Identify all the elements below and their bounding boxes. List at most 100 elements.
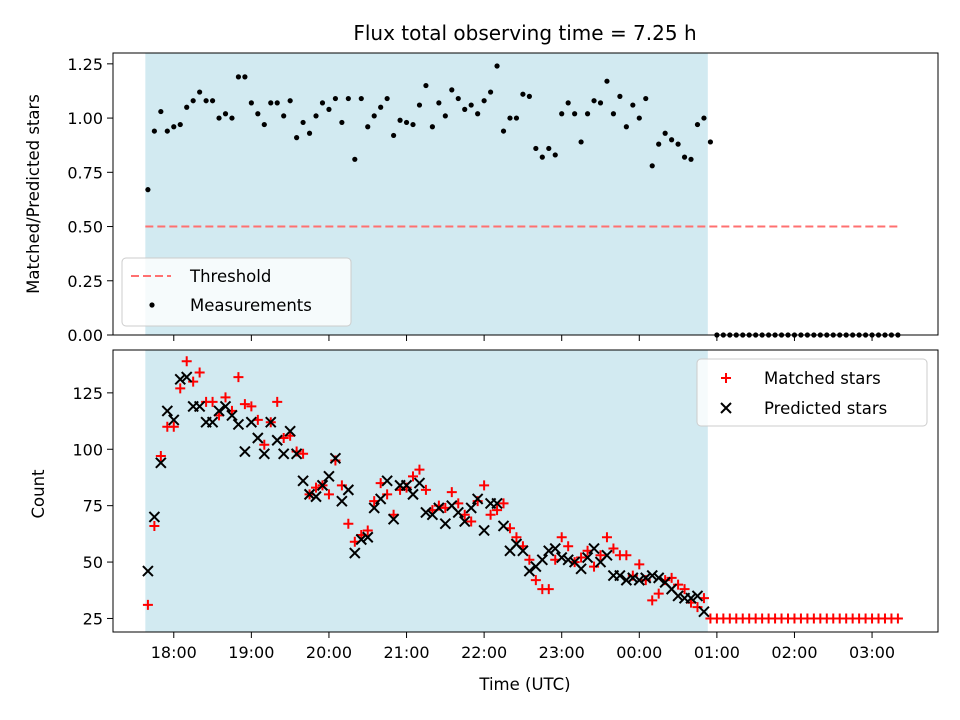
matched-star-point (595, 550, 606, 561)
matched-star-point (175, 383, 186, 394)
matched-star-point (181, 356, 192, 367)
measurement-point (669, 137, 675, 143)
measurement-point (391, 132, 397, 139)
matched-star-point (524, 554, 535, 565)
predicted-star-point (362, 531, 374, 543)
measurement-point (694, 121, 701, 128)
matched-star-point (323, 489, 334, 500)
measurement-point (475, 111, 481, 117)
measurement-point (281, 113, 287, 119)
measurement-point (520, 91, 526, 97)
matched-star-point (634, 559, 645, 570)
matched-star-point (149, 520, 160, 531)
measurement-point (707, 139, 714, 145)
predicted-star-point (323, 470, 335, 483)
measurement-point (294, 135, 300, 141)
count-legend: Matched stars Predicted stars (696, 358, 928, 427)
predicted-star-point (685, 592, 697, 604)
measurement-point (158, 108, 164, 115)
measurement-point (287, 98, 293, 104)
predicted-star-point (381, 475, 393, 487)
measurement-point (649, 163, 655, 169)
measurement-point (591, 98, 597, 104)
x-tick-label: 03:00 (849, 643, 895, 662)
measurement-point (526, 93, 532, 99)
measurement-point (171, 124, 177, 130)
predicted-star-point (387, 513, 400, 525)
measurement-point (675, 141, 681, 147)
predicted-star-point (413, 477, 426, 489)
measurement-point (365, 124, 371, 130)
matched-star-point (563, 541, 574, 552)
count-panel: 25 50 75 100 125 18:00 19:00 20:00 21:00 22:00 23:… (72, 349, 939, 662)
x-tick-label: 19:00 (228, 643, 274, 662)
measurement-point (306, 130, 313, 136)
predicted-star-point (219, 400, 232, 413)
predicted-star-point (698, 605, 710, 618)
predicted-star-point (581, 551, 594, 564)
measurement-point (584, 111, 591, 117)
measurement-point (688, 156, 694, 162)
legend-threshold-label: Threshold (189, 267, 271, 286)
predicted-star-point (336, 495, 348, 507)
predicted-star-point (310, 490, 322, 503)
predicted-star-point (245, 416, 258, 428)
x-tick-label: 01:00 (694, 643, 740, 662)
predicted-star-point (400, 479, 413, 492)
measurement-point (449, 87, 455, 93)
predicted-star-point (142, 565, 154, 577)
predicted-star-point (523, 565, 536, 577)
matched-star-point (155, 451, 166, 462)
predicted-star-point (691, 590, 704, 602)
predicted-star-point (271, 434, 283, 446)
ratio-y-tick-label: 0.00 (67, 326, 103, 345)
predicted-star-point (213, 405, 225, 417)
measurement-point (681, 154, 688, 160)
legend-matched-swatch (721, 373, 731, 383)
measurement-point (662, 130, 668, 136)
matched-star-point (530, 575, 541, 586)
measurement-point (403, 119, 410, 126)
measurement-point (494, 63, 500, 69)
matched-star-point (608, 543, 619, 554)
predicted-star-point (491, 497, 503, 510)
matched-star-point (601, 532, 612, 543)
measurement-point (656, 141, 662, 147)
measurement-point (197, 89, 203, 95)
predicted-star-point (543, 545, 555, 557)
matched-star-point (492, 505, 503, 516)
matched-star-point (246, 401, 257, 412)
measurement-point (552, 152, 558, 158)
matched-star-point (194, 367, 205, 378)
ratio-y-tick-label: 1.00 (67, 109, 103, 128)
predicted-star-point (239, 445, 251, 458)
predicted-star-point (355, 533, 367, 546)
measurement-point (513, 115, 520, 121)
predicted-star-point (297, 475, 309, 487)
measurement-point (630, 102, 636, 108)
predicted-star-point (471, 493, 484, 505)
matched-star-point (343, 518, 354, 529)
measurement-point (481, 98, 487, 104)
predicted-star-point (478, 524, 490, 537)
count-y-tick-label: 50 (83, 553, 103, 572)
measurement-point (255, 111, 261, 117)
measurement-point (339, 119, 345, 126)
measurement-point (274, 100, 280, 106)
x-tick-label: 22:00 (461, 643, 507, 662)
measurement-point (610, 111, 617, 117)
matched-star-point (647, 595, 658, 606)
legend-measurement-swatch (149, 302, 155, 308)
measurement-point (397, 117, 403, 123)
predicted-star-point (420, 506, 432, 519)
ratio-legend-box (121, 257, 352, 327)
predicted-star-point (652, 572, 665, 584)
measurement-point (145, 187, 151, 193)
matched-star-point (142, 599, 153, 610)
predicted-star-point (232, 418, 245, 431)
predicted-star-point (206, 416, 219, 428)
matched-star-point (892, 613, 903, 624)
matched-star-point (556, 532, 567, 543)
predicted-star-point (439, 518, 452, 530)
